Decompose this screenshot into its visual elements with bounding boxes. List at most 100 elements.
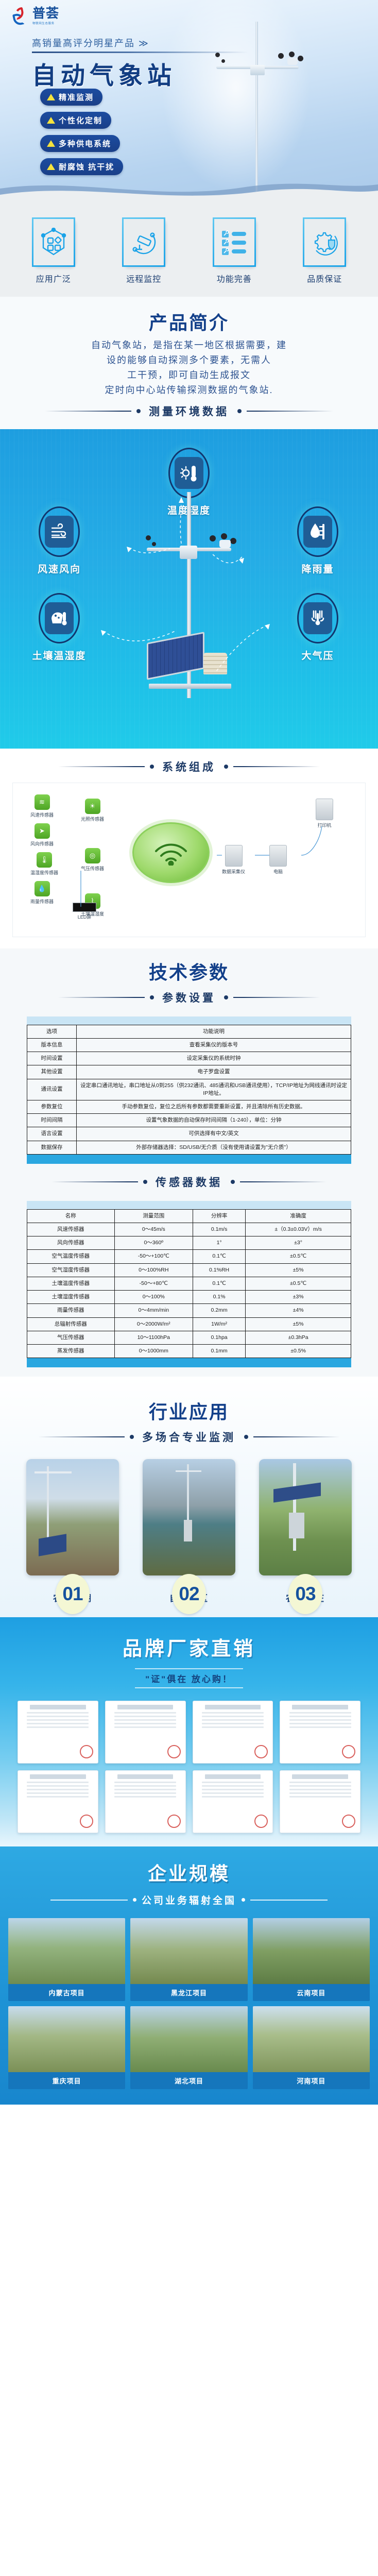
certificate-card[interactable] bbox=[280, 1701, 360, 1764]
certificate-card[interactable] bbox=[105, 1701, 186, 1764]
section-title-intro: 产品简介 bbox=[148, 312, 229, 333]
measure-label: 风速风向 bbox=[37, 564, 81, 575]
system-connector-lines bbox=[80, 826, 322, 907]
rule-line-left bbox=[58, 766, 145, 767]
table-row: 数据保存 外部存储器选择：SD/USB/无介质（没有使用请设置为"无介质"） bbox=[27, 1140, 351, 1155]
table-row: 版本信息 查看采集仪的版本号 bbox=[27, 1038, 351, 1053]
system-diagram: ≋ 风速传感器 ➤ 风向传感器 🌡 温湿度传感器 💧 雨量传感器 ⌇ 土壤温湿度 ☀ 光照传… bbox=[0, 779, 378, 948]
rule-dot-right bbox=[224, 764, 228, 769]
hero-divider bbox=[32, 52, 248, 53]
table-row: 语言设置 可供选择有中文/英文 bbox=[27, 1127, 351, 1141]
hero-badge-label: 多种供电系统 bbox=[59, 140, 112, 148]
certificate-card[interactable] bbox=[105, 1770, 186, 1834]
feature-card-3[interactable]: 品质保证 bbox=[288, 217, 361, 284]
cctv-camera-icon bbox=[122, 217, 166, 267]
project-grid: 内蒙古项目 黑龙江项目 云南项目 重庆项目 湖北项目 河南项目 bbox=[0, 1907, 378, 2090]
application-card-2[interactable]: 03 农庄山庄 bbox=[259, 1459, 352, 1615]
brand-title: 品牌厂家直销 bbox=[122, 1638, 255, 1660]
table-row: 风速传感器 0～45m/s 0.1m/s ±（0.3±0.03V）m/s bbox=[27, 1223, 351, 1237]
feature-card-2[interactable]: 功能完善 bbox=[198, 217, 271, 284]
params-table: 选项 功能说明 版本信息 查看采集仪的版本号 时间设置 设定采集仪的系统时钟 其他设… bbox=[27, 1024, 351, 1155]
table-row: 蒸发传感器 0～1000mm 0.1mm ±0.5% bbox=[27, 1344, 351, 1359]
subsection-label: 系统组成 bbox=[162, 761, 216, 773]
sensor-table-band bbox=[27, 1358, 351, 1368]
project-card-2[interactable]: 云南项目 bbox=[252, 1918, 370, 2002]
system-node-6: ◎ 气压传感器 bbox=[81, 848, 104, 872]
red-seal-icon bbox=[254, 1815, 268, 1828]
section-title-industry: 行业应用 bbox=[148, 1401, 229, 1423]
system-node-10: LED屏 bbox=[73, 902, 96, 920]
project-card-1[interactable]: 黑龙江项目 bbox=[130, 1918, 248, 2002]
certificate-card[interactable] bbox=[18, 1701, 98, 1764]
measure-item-rainfall: 降雨量 bbox=[269, 506, 367, 575]
intro-line-0: 自动气象站，是指在某一地区根据需要，建 bbox=[91, 340, 287, 350]
feature-card-0[interactable]: 应用广泛 bbox=[17, 217, 90, 284]
system-node-2: 🌡 温湿度传感器 bbox=[30, 852, 58, 876]
project-card-5[interactable]: 河南项目 bbox=[252, 2006, 370, 2090]
project-card-3[interactable]: 重庆项目 bbox=[8, 2006, 126, 2090]
col-header-description: 功能说明 bbox=[76, 1024, 351, 1039]
hero-badge-label: 耐腐蚀 抗干扰 bbox=[59, 163, 115, 172]
rule-line-right bbox=[247, 410, 333, 412]
hero-wave-divider bbox=[0, 183, 378, 206]
subsection-rule-sensor: 传感器数据 bbox=[0, 1174, 378, 1190]
feature-label: 应用广泛 bbox=[36, 275, 71, 284]
scale-subtitle: 公司业务辐射全国 bbox=[141, 1895, 236, 1907]
wind-vane-icon bbox=[215, 53, 227, 66]
feature-card-1[interactable]: 远程监控 bbox=[107, 217, 180, 284]
certificate-grid bbox=[0, 1688, 378, 1834]
hero-banner: 普荟 物联网生态服务 高销量高评分明星产品 ≫ 自动气象站 精准监测 个性化定制… bbox=[0, 0, 378, 206]
scale-title: 企业规模 bbox=[147, 1863, 230, 1885]
certificate-card[interactable] bbox=[192, 1701, 273, 1764]
rule-dot-left bbox=[143, 1179, 147, 1184]
col-header-accuracy: 准确度 bbox=[245, 1209, 351, 1224]
application-card-0[interactable]: 01 农田大棚 bbox=[26, 1459, 119, 1615]
system-node-8: 电脑 bbox=[269, 844, 287, 875]
project-label: 湖北项目 bbox=[130, 2072, 248, 2090]
certificate-card[interactable] bbox=[192, 1770, 273, 1834]
intro-paragraph: 自动气象站，是指在某一地区根据需要，建 设的能够自动探测多个要素，无需人 工干预… bbox=[0, 335, 378, 398]
feature-label: 远程监控 bbox=[126, 275, 162, 284]
rule-dot-left bbox=[150, 995, 154, 999]
col-header-name: 名称 bbox=[27, 1209, 115, 1224]
project-card-0[interactable]: 内蒙古项目 bbox=[8, 1918, 126, 2002]
table-row: 总辐射传感器 0～2000W/m² 1W/m² ±5% bbox=[27, 1317, 351, 1331]
table-row: 时间设置 设定采集仪的系统时钟 bbox=[27, 1052, 351, 1066]
barometer-icon bbox=[303, 602, 332, 634]
hero-title: 自动气象站 bbox=[32, 62, 176, 89]
application-card-1[interactable]: 02 自然景区 bbox=[143, 1459, 235, 1615]
project-label: 河南项目 bbox=[252, 2072, 370, 2090]
system-node-3: 💧 雨量传感器 bbox=[30, 880, 54, 905]
table-row: 通讯设置 设定串口通讯地址，串口地址从0到255（供232通讯、485通讯和USB… bbox=[27, 1078, 351, 1100]
soil-thermometer-icon bbox=[45, 602, 74, 634]
certificate-card[interactable] bbox=[18, 1770, 98, 1834]
certificate-card[interactable] bbox=[280, 1770, 360, 1834]
brand-logo[interactable]: 普荟 物联网生态服务 bbox=[11, 7, 59, 27]
subsection-label: 多场合专业监测 bbox=[142, 1432, 236, 1444]
radiation-shield-icon bbox=[203, 652, 227, 674]
hero-kicker: 高销量高评分明星产品 ≫ bbox=[32, 38, 149, 48]
measure-item-wind: 风速风向 bbox=[10, 506, 108, 575]
table-row: 其他设置 电子罗盘设置 bbox=[27, 1065, 351, 1079]
params-table-band bbox=[27, 1154, 351, 1164]
rule-line-right bbox=[250, 1899, 328, 1901]
company-scale-section: 企业规模 公司业务辐射全国 内蒙古项目 黑龙江项目 云南项目 重庆 bbox=[0, 1846, 378, 2105]
application-photo bbox=[143, 1459, 235, 1576]
gear-shield-icon bbox=[303, 217, 347, 267]
sensor-table: 名称 测量范围 分辨率 准确度 风速传感器 0～45m/s 0.1m/s ±（0.3±… bbox=[27, 1209, 351, 1359]
feature-label: 功能完善 bbox=[216, 275, 252, 284]
wind-vane-icon bbox=[146, 535, 158, 549]
project-card-4[interactable]: 湖北项目 bbox=[130, 2006, 248, 2090]
subsection-label: 传感器数据 bbox=[156, 1176, 222, 1189]
table-row: 风向传感器 0～360º 1° ±3° bbox=[27, 1236, 351, 1250]
rule-dot-right bbox=[231, 1179, 235, 1184]
application-number: 03 bbox=[288, 1574, 322, 1615]
table-row: 雨量传感器 0～4mm/min 0.2mm ±4% bbox=[27, 1303, 351, 1318]
application-photo bbox=[259, 1459, 352, 1576]
wrench-list-icon bbox=[212, 217, 256, 267]
weather-station-photo bbox=[138, 492, 240, 734]
red-seal-icon bbox=[342, 1745, 355, 1759]
project-photo bbox=[252, 2006, 370, 2073]
rule-line-right bbox=[233, 996, 320, 998]
table-row: 土壤湿度传感器 0～100% 0.1% ±3% bbox=[27, 1290, 351, 1304]
